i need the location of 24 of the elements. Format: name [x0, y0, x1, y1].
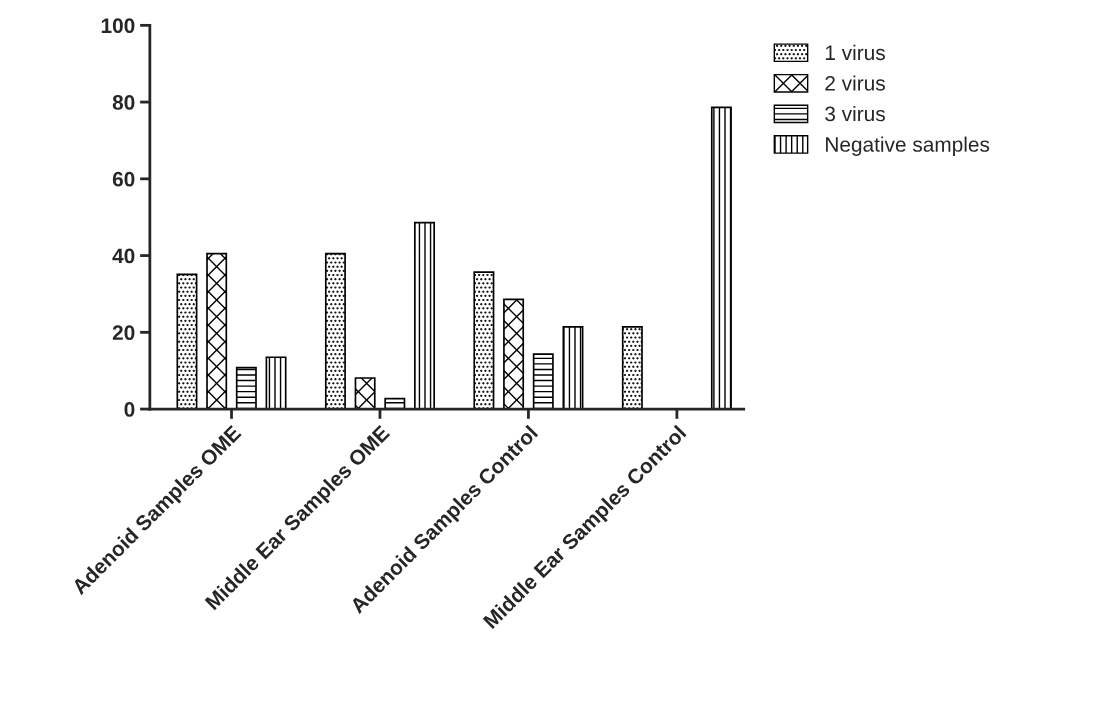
bar — [503, 298, 525, 410]
y-tick-label: 0 — [124, 402, 135, 417]
y-tick-label: 80 — [112, 95, 135, 110]
bar — [324, 252, 346, 410]
bar — [473, 271, 495, 410]
bar — [414, 221, 435, 410]
bar — [176, 273, 198, 410]
bar — [235, 366, 257, 410]
y-tick-label: 100 — [101, 18, 135, 34]
bar — [621, 326, 643, 410]
legend-label: Negative samples — [826, 136, 990, 156]
y-tick-label: 40 — [112, 248, 135, 264]
bar — [206, 252, 228, 410]
bar — [265, 356, 287, 410]
y-tick-label: 20 — [112, 325, 135, 341]
bar — [354, 377, 376, 410]
bar — [710, 106, 732, 410]
legend-label: 1 virus — [825, 44, 885, 61]
legend-label: 2 virus — [825, 75, 885, 91]
y-tick-label: 60 — [112, 171, 135, 187]
bar — [562, 326, 584, 410]
legend-label: 3 virus — [825, 105, 885, 122]
bar — [532, 353, 554, 410]
bar — [384, 397, 406, 410]
